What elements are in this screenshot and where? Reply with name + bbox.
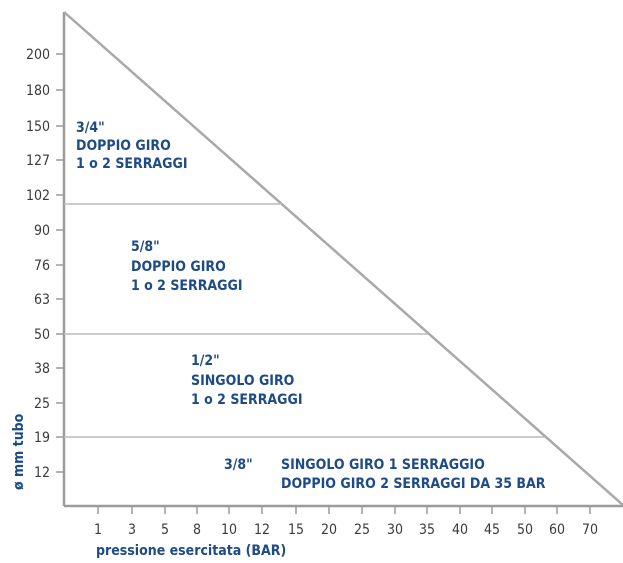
x-tick-label: 45 bbox=[484, 522, 500, 538]
x-tick-label: 12 bbox=[254, 522, 270, 538]
x-tick-label: 1 bbox=[94, 522, 102, 538]
x-axis-label: pressione esercitata (BAR) bbox=[96, 543, 286, 559]
x-tick-label: 25 bbox=[354, 522, 370, 538]
zone-text-line: SINGOLO GIRO bbox=[191, 373, 295, 389]
x-tick-label: 10 bbox=[221, 522, 237, 538]
y-tick-label: 102 bbox=[26, 188, 50, 204]
x-tick-label: 8 bbox=[193, 522, 201, 538]
zone-3-4: 3/4" DOPPIO GIRO 1 o 2 SERRAGGI bbox=[76, 120, 188, 172]
zone-text-line: DOPPIO GIRO 2 SERRAGGI DA 35 BAR bbox=[281, 476, 546, 492]
y-tick-label: 90 bbox=[34, 223, 50, 239]
zone-size-label: 3/8" bbox=[224, 457, 253, 473]
y-tick-labels: 200 180 150 127 102 90 76 63 50 38 25 19… bbox=[26, 47, 50, 481]
zone-text-line: 1 o 2 SERRAGGI bbox=[76, 156, 188, 172]
y-axis-label: ø mm tubo bbox=[11, 413, 27, 490]
zone-1-2: 1/2" SINGOLO GIRO 1 o 2 SERRAGGI bbox=[191, 353, 303, 408]
x-tick-label: 70 bbox=[582, 522, 598, 538]
zone-size-label: 5/8" bbox=[131, 239, 160, 255]
x-tick-label: 35 bbox=[419, 522, 435, 538]
y-tick-label: 63 bbox=[34, 292, 50, 308]
y-tick-label: 38 bbox=[34, 361, 50, 377]
y-tick-label: 50 bbox=[34, 327, 50, 343]
x-tick-label: 20 bbox=[321, 522, 337, 538]
x-tick-label: 3 bbox=[128, 522, 136, 538]
x-tick-label: 40 bbox=[452, 522, 468, 538]
y-tick-label: 25 bbox=[34, 396, 50, 412]
x-tick-label: 15 bbox=[288, 522, 304, 538]
zone-text-line: 1 o 2 SERRAGGI bbox=[191, 392, 303, 408]
y-tick-label: 180 bbox=[26, 83, 50, 99]
x-tick-labels: 1 3 5 8 10 12 15 20 25 30 35 40 45 50 60… bbox=[94, 522, 598, 538]
zone-3-8: 3/8" SINGOLO GIRO 1 SERRAGGIO DOPPIO GIR… bbox=[224, 457, 546, 492]
zone-text-line: DOPPIO GIRO bbox=[131, 259, 226, 275]
zone-text-line: DOPPIO GIRO bbox=[76, 138, 171, 154]
y-tick-label: 200 bbox=[26, 47, 50, 63]
x-tick-label: 30 bbox=[387, 522, 403, 538]
x-tick-label: 50 bbox=[517, 522, 533, 538]
zone-size-label: 3/4" bbox=[76, 120, 105, 136]
x-tick-label: 60 bbox=[549, 522, 565, 538]
y-ticks bbox=[56, 53, 64, 473]
y-tick-label: 19 bbox=[34, 430, 50, 446]
zone-size-label: 1/2" bbox=[191, 353, 220, 369]
y-tick-label: 127 bbox=[26, 153, 50, 169]
x-ticks bbox=[97, 506, 591, 514]
y-tick-label: 12 bbox=[34, 465, 50, 481]
zone-text-line: SINGOLO GIRO 1 SERRAGGIO bbox=[281, 457, 485, 473]
zone-text-line: 1 o 2 SERRAGGI bbox=[131, 278, 243, 294]
boundary-line bbox=[63, 11, 623, 506]
x-tick-label: 5 bbox=[161, 522, 169, 538]
y-tick-label: 76 bbox=[34, 258, 50, 274]
zone-5-8: 5/8" DOPPIO GIRO 1 o 2 SERRAGGI bbox=[131, 239, 243, 294]
y-tick-label: 150 bbox=[26, 119, 50, 135]
